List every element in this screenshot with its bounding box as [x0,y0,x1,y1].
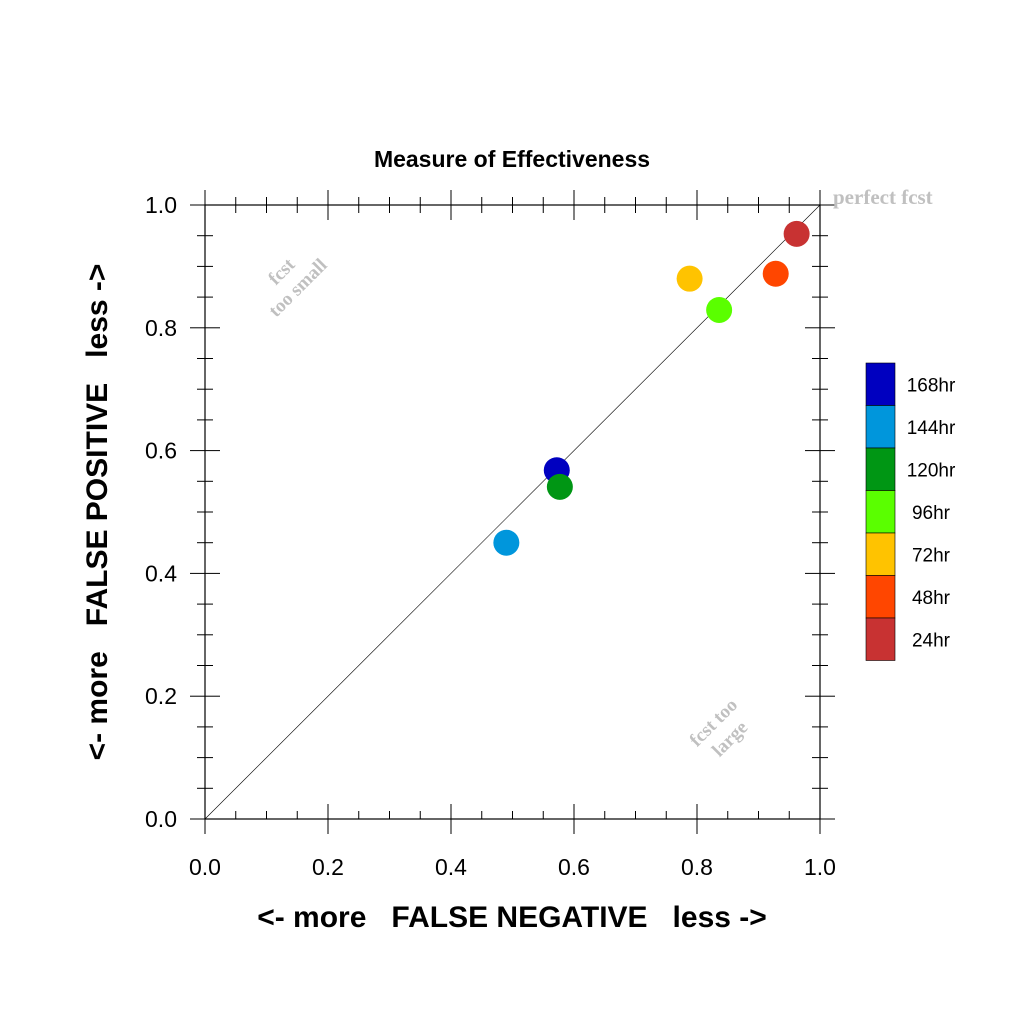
x-tick-label: 0.8 [681,854,713,880]
y-tick-label: 0.8 [145,315,177,341]
legend-swatch-144hr [865,405,896,449]
x-tick-label: 0.2 [312,854,344,880]
legend-label-48hr: 48hr [912,588,951,609]
y-tick-label: 1.0 [145,192,177,218]
legend-swatch-24hr [865,617,896,661]
legend-label-144hr: 144hr [907,418,956,439]
perfect-fcst-annotation: perfect fcst [833,185,933,209]
too-small-annotation: fcst too small [264,254,331,322]
point-48hr [762,260,789,287]
point-96hr [706,296,733,323]
legend-label-24hr: 24hr [912,630,951,651]
x-axis-label: <- more FALSE NEGATIVE less -> [257,901,767,934]
x-tick-label: 0.0 [189,854,221,880]
legend-label-96hr: 96hr [912,503,951,524]
legend-swatch-48hr [865,575,896,619]
legend-label-168hr: 168hr [907,375,956,396]
x-tick-label: 0.4 [435,854,467,880]
point-144hr [493,529,520,556]
legend: 168hr 144hr 120hr 96hr 72hr 48hr 24hr [865,362,956,661]
legend-swatch-120hr [865,447,896,491]
y-tick-labels: 0.0 0.2 0.4 0.6 0.8 1.0 [145,192,177,832]
legend-swatch-168hr [865,362,896,406]
legend-label-120hr: 120hr [907,460,956,481]
y-tick-label: 0.4 [145,560,177,586]
point-24hr [783,220,810,247]
x-tick-label: 0.6 [558,854,590,880]
legend-label-72hr: 72hr [912,545,951,566]
legend-swatch-72hr [865,532,896,576]
point-72hr [676,265,703,292]
chart-title: Measure of Effectiveness [374,146,650,172]
axis-ticks [190,190,835,834]
data-points [493,220,810,556]
y-tick-label: 0.0 [145,806,177,832]
too-large-annotation: fcst too large [686,695,752,761]
point-120hr [546,473,573,500]
legend-swatch-96hr [865,490,896,534]
x-tick-label: 1.0 [804,854,836,880]
y-tick-label: 0.6 [145,438,177,464]
x-tick-labels: 0.0 0.2 0.4 0.6 0.8 1.0 [189,854,836,880]
y-tick-label: 0.2 [145,683,177,709]
y-axis-label: <- more FALSE POSITIVE less -> [81,264,114,761]
